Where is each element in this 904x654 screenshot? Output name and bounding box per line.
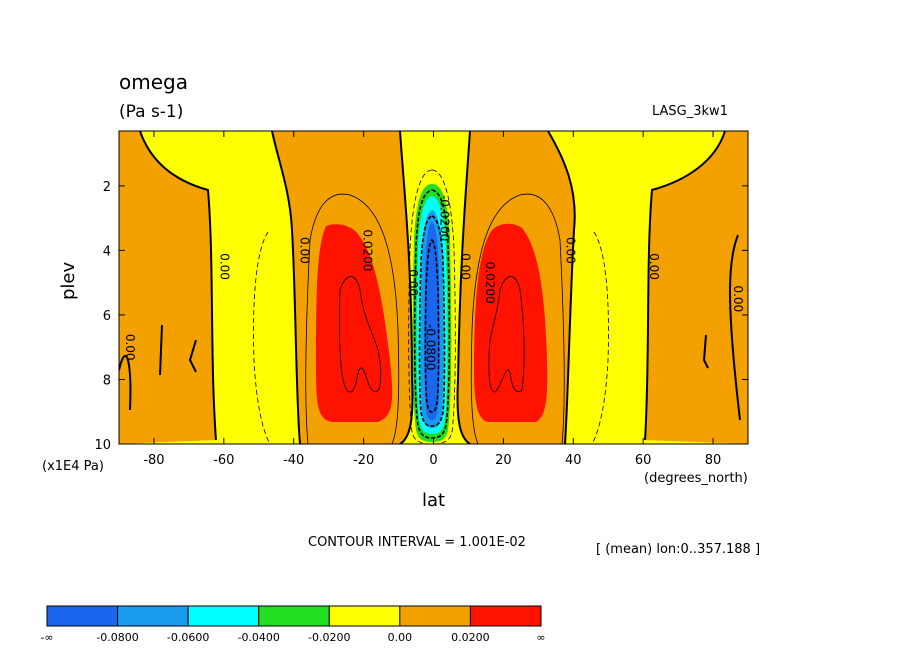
contour-label: 0.0200: [483, 262, 497, 304]
contour-0.02-north-outer: [470, 193, 565, 444]
y-tick-label: 4: [103, 244, 111, 259]
colorbar-swatch: [469, 605, 542, 627]
zero-contour-eq-south: [399, 131, 414, 444]
y-tick-label: 8: [103, 373, 111, 388]
contour-label: 0.00: [458, 253, 472, 280]
contour-label: -0.0200: [437, 195, 451, 241]
positive-region-south-polar: [119, 131, 216, 444]
contour-neg-south-subtropic: [253, 231, 271, 444]
red-core-north: [474, 223, 548, 422]
blue-core: [424, 222, 440, 420]
zero-contour-south-polar: [139, 131, 217, 441]
zero-contour-north-mid: [547, 131, 576, 444]
x-tick-label: 60: [635, 453, 652, 468]
zero-contour-polar-south-spike: [159, 324, 197, 376]
zero-contour-polar-north-spike: [702, 334, 709, 369]
colorbar-swatch: [187, 605, 260, 627]
zero-contour-eq-north: [456, 131, 471, 444]
contour-neg-north-subtropic: [591, 231, 609, 444]
x-axis-label: lat: [422, 490, 446, 511]
colorbar-label: ∞: [536, 631, 545, 644]
y-tick-label: 6: [103, 309, 111, 324]
x-tick-label: -20: [353, 453, 374, 468]
contour-red-inner-south: [339, 276, 382, 393]
colorbar-label: 0.0200: [451, 631, 490, 644]
zero-contour-south-mid: [271, 131, 301, 444]
variable-units: (Pa s-1): [119, 102, 184, 122]
x-tick-label: -80: [143, 453, 164, 468]
x-axis-units: (degrees_north): [644, 471, 748, 486]
contour-label: 0.00: [563, 237, 577, 264]
contour-red-inner-north: [488, 276, 525, 393]
red-core-south: [316, 224, 393, 422]
variable-title: omega: [119, 70, 188, 94]
y-axis-label: plev: [58, 261, 79, 300]
mean-info: [ (mean) lon:0..357.188 ]: [596, 542, 761, 557]
colorbar-label: 0.00: [388, 631, 413, 644]
zero-contour-polar-north-edge: [729, 234, 741, 421]
colorbar-swatch: [258, 605, 330, 627]
colorbar-label: -0.0800: [96, 631, 138, 644]
contour-neg-eq-2: [413, 189, 451, 439]
colorbar-swatch: [46, 605, 119, 627]
x-tick-label: 0: [429, 453, 437, 468]
y-tick-label: 10: [94, 438, 111, 453]
colorbar-swatch: [328, 605, 401, 627]
positive-region-north-polar: [645, 131, 748, 444]
x-tick-label: 40: [565, 453, 582, 468]
contour-label: 0.00: [217, 253, 231, 280]
contour-neg-eq-4: [424, 238, 440, 413]
colorbar-label: -0.0600: [167, 631, 209, 644]
contour-0.02-south-outer: [305, 193, 400, 444]
x-tick-label: -60: [213, 453, 234, 468]
contour-label: 0.00: [123, 334, 137, 361]
x-tick-label: 20: [495, 453, 512, 468]
dataset-label: LASG_3kw1: [652, 104, 728, 119]
y-tick-label: 2: [103, 180, 111, 195]
contour-neg-eq-3: [418, 215, 446, 427]
x-tick-label: -40: [283, 453, 304, 468]
colorbar-label: -0.0400: [237, 631, 279, 644]
zero-contour-north-polar: [644, 131, 726, 441]
x-tick-label: 80: [705, 453, 722, 468]
contour-label: -0.0800: [424, 324, 438, 370]
colorbar-swatch: [117, 605, 189, 627]
colorbar-swatch: [399, 605, 471, 627]
colorbar-label: -∞: [40, 631, 53, 644]
contour-label: 0.00: [731, 285, 745, 312]
contour-label: 0.00: [298, 237, 312, 264]
contour-label: 0.00: [406, 269, 420, 296]
contour-interval: CONTOUR INTERVAL = 1.001E-02: [308, 535, 526, 550]
contour-label: 0.0200: [361, 229, 375, 271]
contour-label: 0.00: [647, 253, 661, 280]
y-axis-units: (x1E4 Pa): [42, 459, 104, 474]
zero-contour-polar-south-edge: [119, 355, 132, 411]
colorbar-label: -0.0200: [308, 631, 350, 644]
